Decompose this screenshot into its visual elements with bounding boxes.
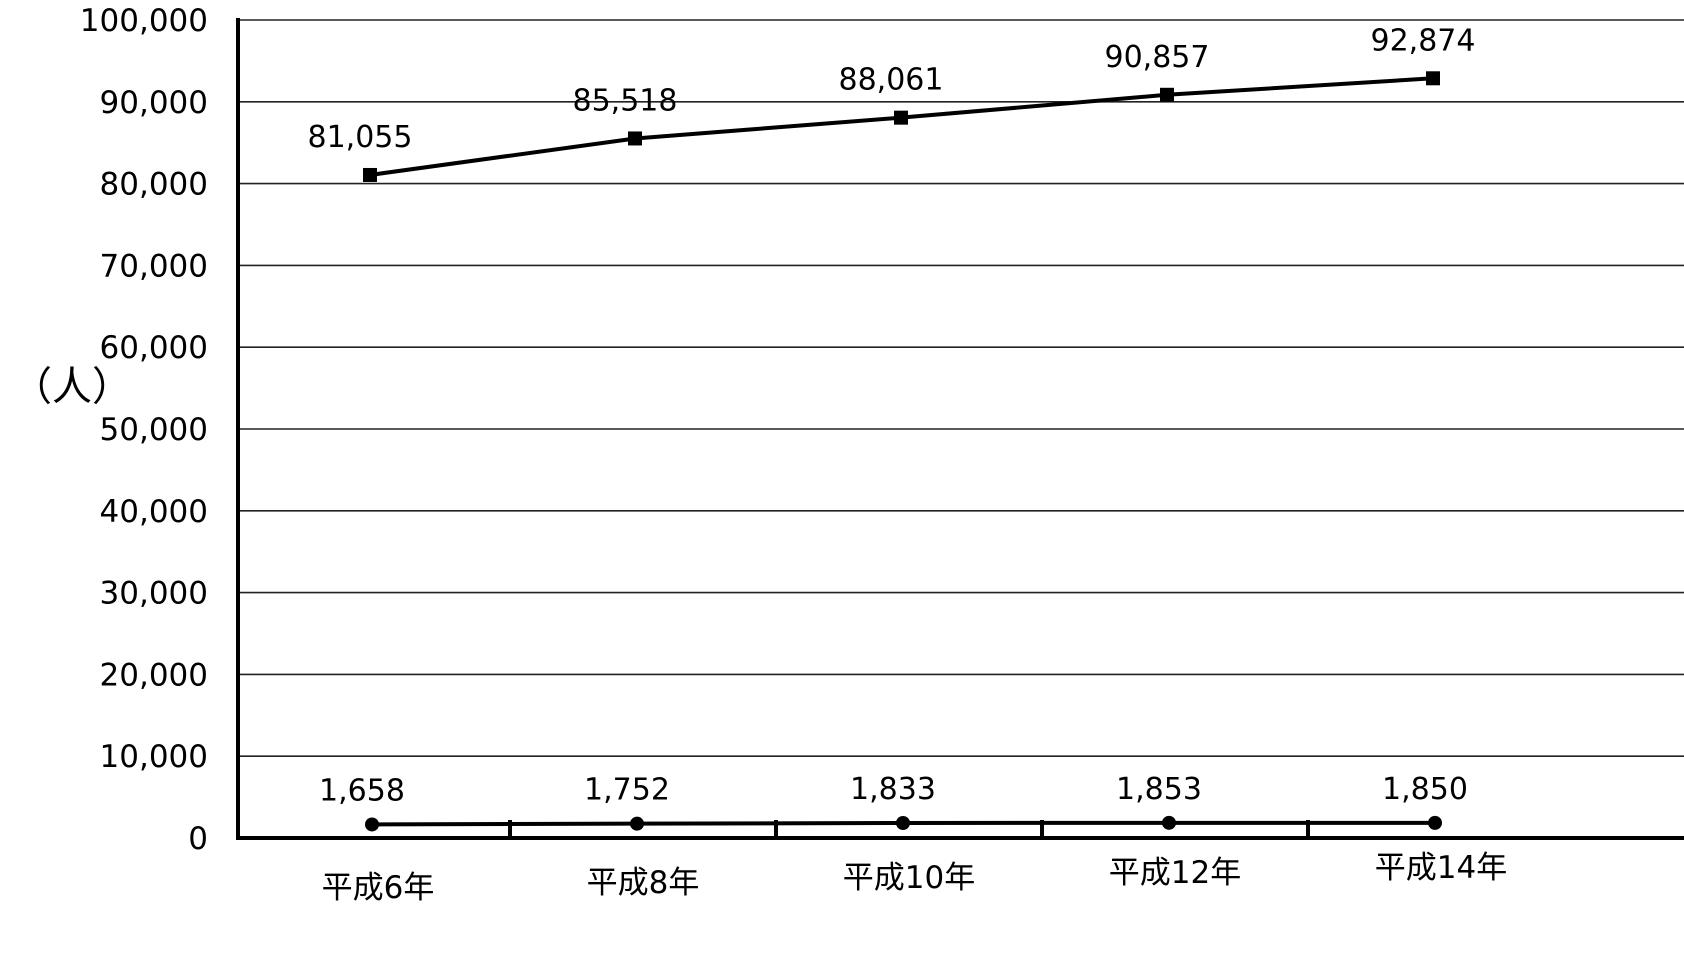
data-point-square	[628, 131, 642, 146]
data-point-square	[363, 167, 377, 182]
data-point-circle	[365, 817, 379, 832]
y-tick-label: 100,000	[80, 3, 208, 39]
x-category-label: 平成14年	[1375, 850, 1507, 886]
y-tick-labels: 0 10,000 20,000 30,000 40,000 50,000 60,000 70,…	[80, 3, 208, 857]
data-label: 1,658	[319, 773, 405, 808]
x-category-label: 平成8年	[587, 865, 700, 901]
data-label: 85,518	[573, 83, 678, 118]
y-tick-label: 50,000	[100, 412, 208, 448]
data-label: 1,833	[850, 772, 936, 807]
data-label: 1,853	[1116, 772, 1202, 807]
data-point-square	[1160, 87, 1174, 102]
x-category-label: 平成6年	[322, 870, 435, 906]
data-point-square	[894, 110, 908, 125]
y-tick-label: 20,000	[100, 657, 208, 693]
y-tick-label: 90,000	[100, 85, 208, 121]
data-label: 90,857	[1105, 40, 1210, 75]
series-2: 1,658 1,752 1,833 1,853 1,850	[319, 772, 1468, 832]
axes	[236, 18, 1684, 840]
y-tick-label: 70,000	[100, 248, 208, 284]
y-tick-label: 30,000	[100, 576, 208, 612]
data-label: 92,874	[1371, 23, 1476, 58]
data-point-circle	[1162, 815, 1176, 830]
data-label: 1,850	[1382, 772, 1468, 807]
data-label: 1,752	[584, 773, 670, 808]
data-point-square	[1426, 71, 1440, 86]
y-tick-label: 40,000	[100, 494, 208, 530]
y-tick-label: 0	[188, 821, 208, 857]
y-tick-label: 60,000	[100, 330, 208, 366]
data-point-circle	[630, 816, 644, 831]
data-point-circle	[896, 816, 910, 831]
data-label: 81,055	[308, 120, 413, 155]
y-tick-label: 10,000	[100, 739, 208, 775]
y-tick-label: 80,000	[100, 167, 208, 203]
x-category-label: 平成10年	[843, 860, 975, 896]
data-label: 88,061	[839, 63, 944, 98]
x-category-labels: 平成6年 平成8年 平成10年 平成12年 平成14年	[322, 850, 1508, 906]
series-1: 81,055 85,518 88,061 90,857 92,874	[308, 23, 1476, 182]
y-axis-unit-label: （人）	[12, 364, 132, 410]
x-category-label: 平成12年	[1109, 855, 1241, 891]
gridlines	[238, 19, 1684, 758]
data-point-circle	[1428, 815, 1442, 830]
series: 81,055 85,518 88,061 90,857 92,874 1,658 1,752…	[308, 23, 1476, 832]
